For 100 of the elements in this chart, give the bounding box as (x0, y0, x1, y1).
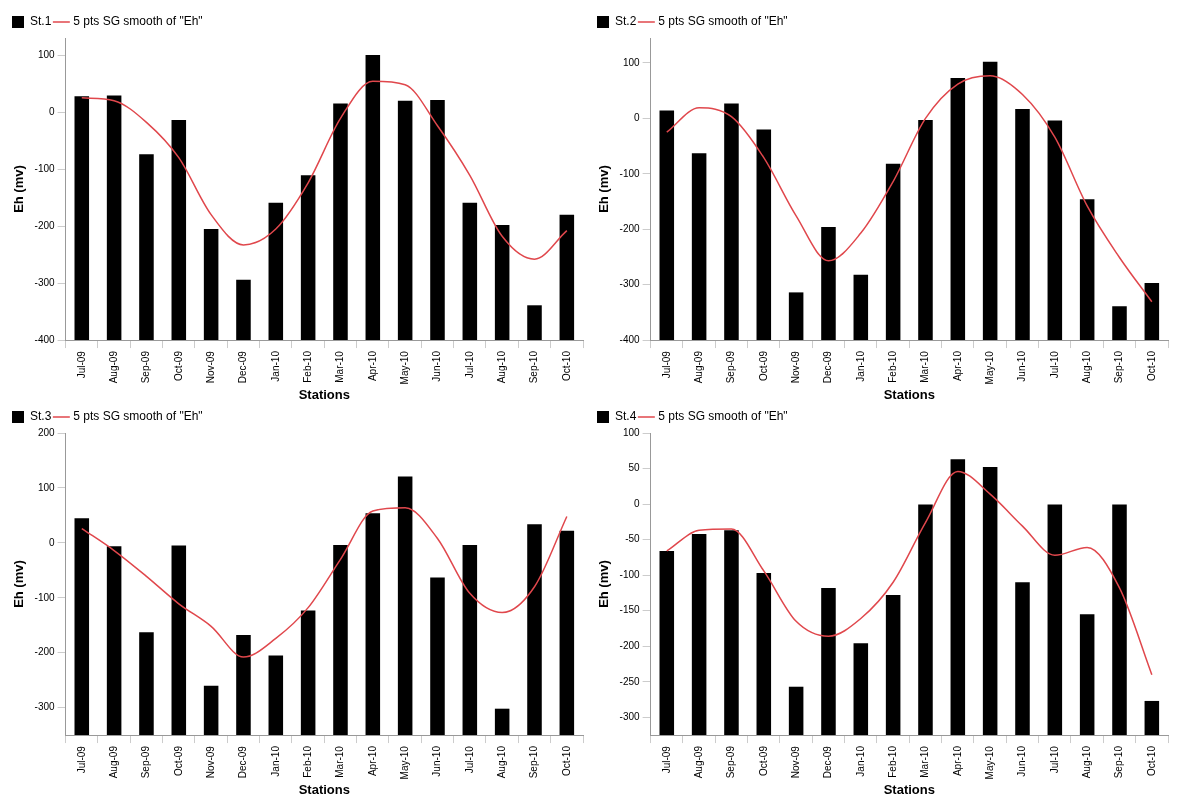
x-tick-label: Sep-09 (140, 745, 152, 779)
bar (1079, 199, 1095, 341)
x-tick-label: Feb-10 (886, 350, 898, 383)
bar (788, 292, 804, 341)
legend-label: 5 pts SG smooth of "Eh" (73, 14, 203, 29)
x-tick-label: Aug-09 (692, 350, 704, 384)
x-tick-label: Aug-10 (1080, 350, 1092, 384)
bar (788, 686, 804, 736)
bar (853, 643, 869, 736)
bar (171, 120, 187, 341)
y-tick-label: -200 (619, 639, 641, 651)
x-tick-label: Oct-09 (172, 745, 184, 777)
y-tick-label: 100 (37, 48, 56, 60)
x-tick-label: Jul-09 (660, 350, 672, 379)
x-tick-label: Apr-10 (366, 350, 378, 382)
bar (365, 55, 381, 341)
line-series (666, 470, 1153, 676)
y-tick-label: -250 (619, 675, 641, 687)
x-tick-label: Aug-09 (692, 745, 704, 779)
x-tick-label: Apr-10 (366, 745, 378, 777)
y-tick-label: -300 (34, 701, 56, 713)
x-tick-label: Jan-10 (269, 350, 281, 382)
bar (691, 533, 707, 736)
x-tick-label: Nov-09 (789, 350, 801, 384)
x-tick-label: Dec-09 (822, 745, 834, 779)
line-series (81, 506, 568, 658)
y-tick-label: -50 (625, 533, 641, 545)
bar (397, 476, 413, 736)
y-tick-label: 0 (49, 105, 56, 117)
x-tick-label: Nov-09 (204, 350, 216, 384)
y-tick-label: -150 (619, 604, 641, 616)
bar (171, 545, 187, 736)
x-tick-label: Oct-10 (1145, 745, 1157, 777)
legend-label: 5 pts SG smooth of "Eh" (658, 14, 788, 29)
x-tick-label: Oct-10 (560, 745, 572, 777)
y-tick-label: -300 (619, 278, 641, 290)
bar (139, 632, 154, 736)
bar (821, 226, 836, 341)
bar (724, 530, 739, 736)
bar (1015, 582, 1030, 736)
x-tick-label: Jul-09 (75, 350, 87, 379)
bar (1144, 700, 1160, 736)
y-tick-label: -200 (34, 219, 56, 231)
bar (659, 550, 675, 736)
bar (203, 685, 219, 736)
bar (106, 95, 122, 341)
x-tick-label: Sep-10 (1113, 350, 1125, 384)
x-tick-label: Aug-10 (495, 350, 507, 384)
x-tick-label: Apr-10 (951, 350, 963, 382)
bar (885, 595, 901, 736)
x-tick-label: Oct-10 (1145, 350, 1157, 382)
y-tick-label: 0 (49, 536, 56, 548)
x-tick-label: Mar-10 (919, 350, 931, 383)
bar (1015, 108, 1030, 341)
x-tick-label: Mar-10 (334, 350, 346, 383)
y-tick-label: 100 (622, 56, 641, 68)
bar (268, 202, 284, 341)
x-tick-label: Aug-10 (1080, 745, 1092, 779)
bar (756, 573, 772, 736)
x-tick-label: May-10 (398, 350, 410, 385)
x-tick-label: Jul-10 (463, 350, 475, 379)
bar (300, 610, 316, 736)
legend-label: 5 pts SG smooth of "Eh" (658, 409, 788, 424)
bar (950, 77, 966, 341)
x-tick-label: Sep-09 (725, 350, 737, 384)
x-tick-label: Oct-09 (757, 745, 769, 777)
x-tick-label: Jul-09 (660, 745, 672, 774)
bar (982, 61, 998, 341)
bar (724, 103, 739, 341)
x-tick-label: Jan-10 (269, 745, 281, 777)
y-tick-label: -100 (34, 591, 56, 603)
x-tick-label: Jun-10 (1016, 350, 1028, 382)
x-tick-label: Nov-09 (204, 745, 216, 779)
x-tick-label: Feb-10 (301, 350, 313, 383)
x-tick-label: Jul-10 (1048, 350, 1060, 379)
y-axis-title: Eh (mv) (596, 165, 612, 213)
x-axis-title: Stations (883, 386, 935, 402)
y-tick-label: 0 (634, 112, 641, 124)
bar (494, 224, 510, 341)
bar (559, 214, 575, 341)
bar (982, 467, 998, 736)
x-tick-label: Aug-10 (495, 745, 507, 779)
y-tick-label: -400 (34, 333, 56, 345)
legend-label: 5 pts SG smooth of "Eh" (73, 409, 203, 424)
y-tick-label: -200 (619, 222, 641, 234)
bar (691, 153, 707, 341)
y-tick-label: 100 (622, 426, 641, 438)
bar (333, 103, 348, 341)
x-tick-label: Aug-09 (107, 350, 119, 384)
x-tick-label: Mar-10 (919, 745, 931, 778)
x-axis-title: Stations (298, 781, 350, 797)
y-tick-label: -400 (619, 333, 641, 345)
x-tick-label: Nov-09 (789, 745, 801, 779)
bar (139, 154, 154, 341)
bar (1144, 282, 1160, 341)
bar (203, 228, 219, 341)
x-tick-label: Jan-10 (854, 745, 866, 777)
y-tick-label: -100 (619, 568, 641, 580)
x-tick-label: Jun-10 (431, 745, 443, 777)
bar (300, 175, 316, 341)
